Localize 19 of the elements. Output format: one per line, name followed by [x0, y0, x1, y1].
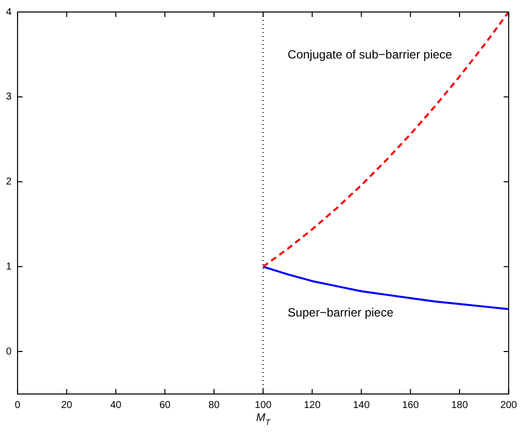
x-tick-label: 40 — [110, 400, 122, 411]
x-tick-label: 20 — [61, 400, 73, 411]
x-tick-label: 180 — [451, 400, 468, 411]
y-tick-label: 4 — [6, 6, 12, 18]
x-tick-label: 80 — [208, 400, 220, 411]
series-label: Conjugate of sub−barrier piece — [288, 47, 452, 62]
x-tick-label: 60 — [159, 400, 171, 411]
line-series — [262, 12, 509, 268]
x-tick-label: 160 — [402, 400, 420, 411]
y-tick-label: 1 — [6, 261, 12, 272]
y-tick-label: 0 — [6, 346, 12, 358]
series-label: Super−barrier piece — [288, 305, 394, 320]
x-tick-label: 120 — [304, 400, 321, 411]
x-tick-label: 0 — [14, 400, 21, 411]
x-tick-label: 140 — [352, 400, 370, 411]
y-tick-label: 2 — [6, 176, 12, 188]
x-tick-label: 200 — [500, 400, 518, 411]
y-tick-label: 3 — [6, 92, 12, 103]
x-tick-label: 100 — [254, 400, 272, 411]
